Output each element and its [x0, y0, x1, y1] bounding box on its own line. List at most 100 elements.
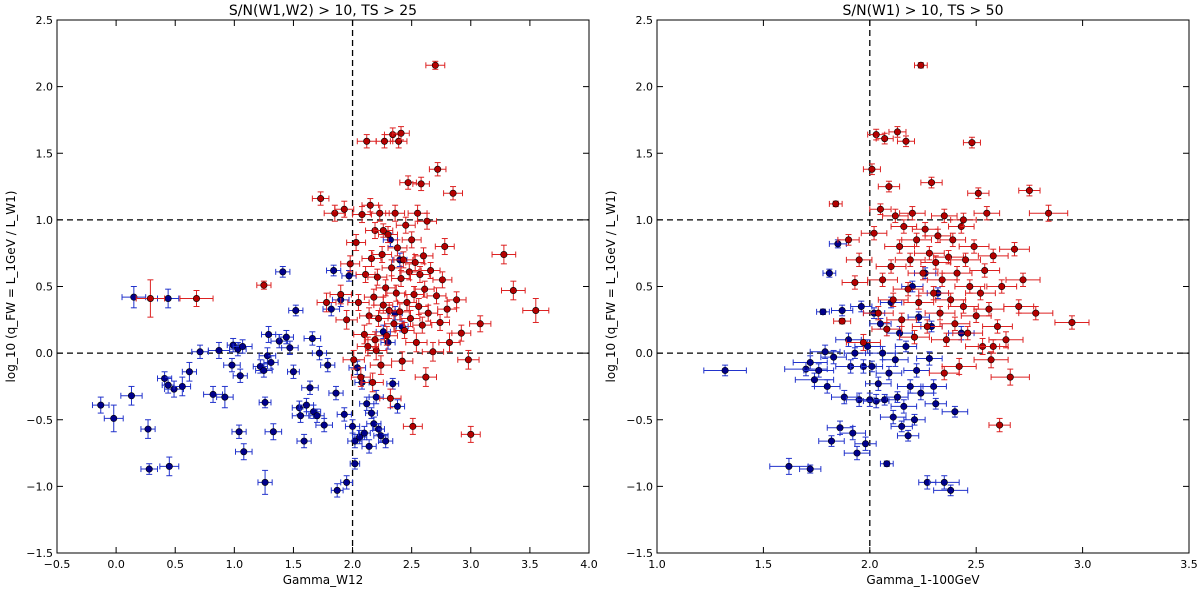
marker	[315, 349, 323, 357]
data-point	[882, 208, 909, 224]
data-point	[91, 396, 110, 414]
data-point	[287, 364, 300, 379]
marker	[146, 294, 154, 302]
data-point	[328, 385, 344, 401]
data-point	[896, 135, 915, 148]
marker	[932, 400, 940, 408]
marker	[876, 320, 884, 328]
data-point	[522, 297, 550, 323]
x-tick-label: 1.0	[648, 558, 666, 571]
data-point	[869, 317, 892, 330]
marker	[896, 243, 904, 251]
data-point	[412, 316, 433, 334]
data-point	[378, 226, 398, 244]
left-scatter-panel: −0.5 0.0 0.5 1.0 1.5 2.0 2.5 3.0 3.5 4.0 −1.5 −1.0 −…	[4, 3, 598, 587]
data-point	[911, 319, 943, 334]
marker	[411, 259, 419, 267]
marker	[891, 356, 899, 364]
data-point	[899, 206, 926, 221]
data-point	[316, 292, 337, 313]
marker	[388, 264, 396, 272]
marker	[414, 209, 422, 217]
data-point	[179, 289, 214, 307]
data-point	[428, 162, 447, 177]
marker	[942, 336, 950, 344]
marker	[375, 314, 383, 322]
data-point	[862, 163, 881, 176]
data-point	[769, 457, 809, 475]
marker	[196, 348, 204, 356]
marker	[373, 273, 381, 281]
marker	[370, 293, 378, 301]
y-tick-label: 1.5	[36, 147, 54, 160]
data-point	[181, 361, 198, 382]
marker	[393, 402, 401, 410]
data-point	[394, 321, 415, 339]
marker	[849, 429, 857, 437]
marker	[976, 289, 984, 297]
marker	[402, 221, 410, 229]
marker	[1068, 318, 1076, 326]
data-point	[884, 239, 915, 254]
data-point	[1018, 184, 1041, 197]
data-point	[399, 263, 420, 281]
data-point	[969, 263, 1001, 278]
data-point	[322, 301, 341, 317]
data-point	[877, 180, 901, 193]
marker	[509, 286, 517, 294]
marker	[377, 432, 385, 440]
data-point	[375, 325, 398, 346]
marker	[951, 408, 959, 416]
marker	[323, 298, 331, 306]
x-tick-label: 2.0	[861, 558, 879, 571]
marker	[876, 205, 884, 213]
data-point	[361, 198, 380, 213]
x-tick-label: 0.0	[107, 558, 125, 571]
x-tick-label: 2.0	[344, 558, 362, 571]
data-point	[939, 316, 971, 331]
marker	[919, 269, 927, 277]
marker	[308, 334, 316, 342]
marker	[827, 437, 835, 445]
marker	[393, 244, 401, 252]
marker	[917, 389, 925, 397]
data-point	[355, 266, 376, 284]
data-point	[973, 206, 1001, 221]
marker	[221, 393, 229, 401]
marker	[366, 201, 374, 209]
marker	[1011, 245, 1019, 253]
marker	[404, 179, 412, 187]
marker	[343, 478, 351, 486]
marker	[449, 189, 457, 197]
data-point	[890, 420, 913, 433]
data-point	[820, 349, 847, 365]
data-point	[990, 368, 1030, 386]
marker	[902, 342, 910, 350]
marker	[930, 289, 938, 297]
marker	[330, 267, 338, 275]
marker	[940, 478, 948, 486]
marker	[436, 318, 444, 326]
marker	[340, 410, 348, 418]
data-point	[901, 232, 933, 248]
data-point	[291, 408, 310, 423]
marker	[364, 342, 372, 350]
x-tick-label: 3.5	[521, 558, 539, 571]
marker	[358, 211, 366, 219]
data-point	[965, 286, 996, 301]
marker	[209, 390, 217, 398]
marker	[372, 393, 380, 401]
marker	[830, 353, 838, 361]
chart-title: S/N(W1,W2) > 10, TS > 25	[229, 3, 417, 19]
marker	[721, 366, 729, 374]
data-point	[446, 291, 467, 309]
data-point	[365, 340, 388, 361]
data-point	[255, 363, 273, 378]
data-point	[816, 308, 830, 316]
data-point	[437, 300, 458, 318]
marker	[384, 231, 392, 239]
marker	[282, 333, 290, 341]
data-point	[928, 365, 960, 381]
marker	[885, 369, 893, 377]
data-point	[999, 242, 1030, 257]
